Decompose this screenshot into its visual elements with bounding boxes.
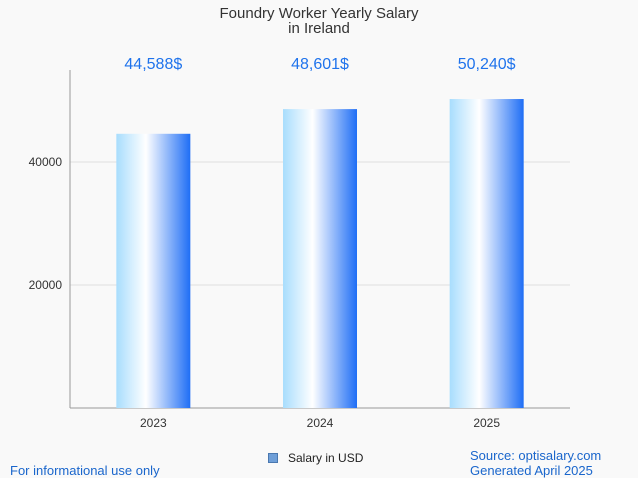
x-tick-label-2025: 2025 bbox=[473, 416, 500, 430]
x-tick-label-2023: 2023 bbox=[140, 416, 167, 430]
disclaimer-text: For informational use only bbox=[10, 463, 160, 478]
data-label-2024: 48,601$ bbox=[291, 56, 349, 73]
x-tick-label-2024: 2024 bbox=[307, 416, 334, 430]
generated-text: Generated April 2025 bbox=[470, 463, 593, 478]
source-text: Source: optisalary.com bbox=[470, 448, 602, 463]
data-label-2023: 44,588$ bbox=[124, 56, 182, 73]
chart-title-line-1: Foundry Worker Yearly Salary bbox=[220, 5, 419, 22]
y-tick-label: 20000 bbox=[29, 278, 63, 292]
legend: Salary in USD bbox=[268, 451, 363, 465]
bar-2025 bbox=[449, 99, 524, 409]
source-block: Source: optisalary.com Generated April 2… bbox=[470, 448, 601, 478]
y-tick-label: 40000 bbox=[29, 155, 63, 169]
legend-label: Salary in USD bbox=[288, 451, 364, 465]
chart-title-line-2: in Ireland bbox=[288, 20, 350, 37]
data-label-2025: 50,240$ bbox=[458, 56, 516, 73]
bar-2024 bbox=[283, 109, 357, 408]
legend-swatch bbox=[268, 453, 278, 463]
bar-2023 bbox=[116, 133, 191, 408]
